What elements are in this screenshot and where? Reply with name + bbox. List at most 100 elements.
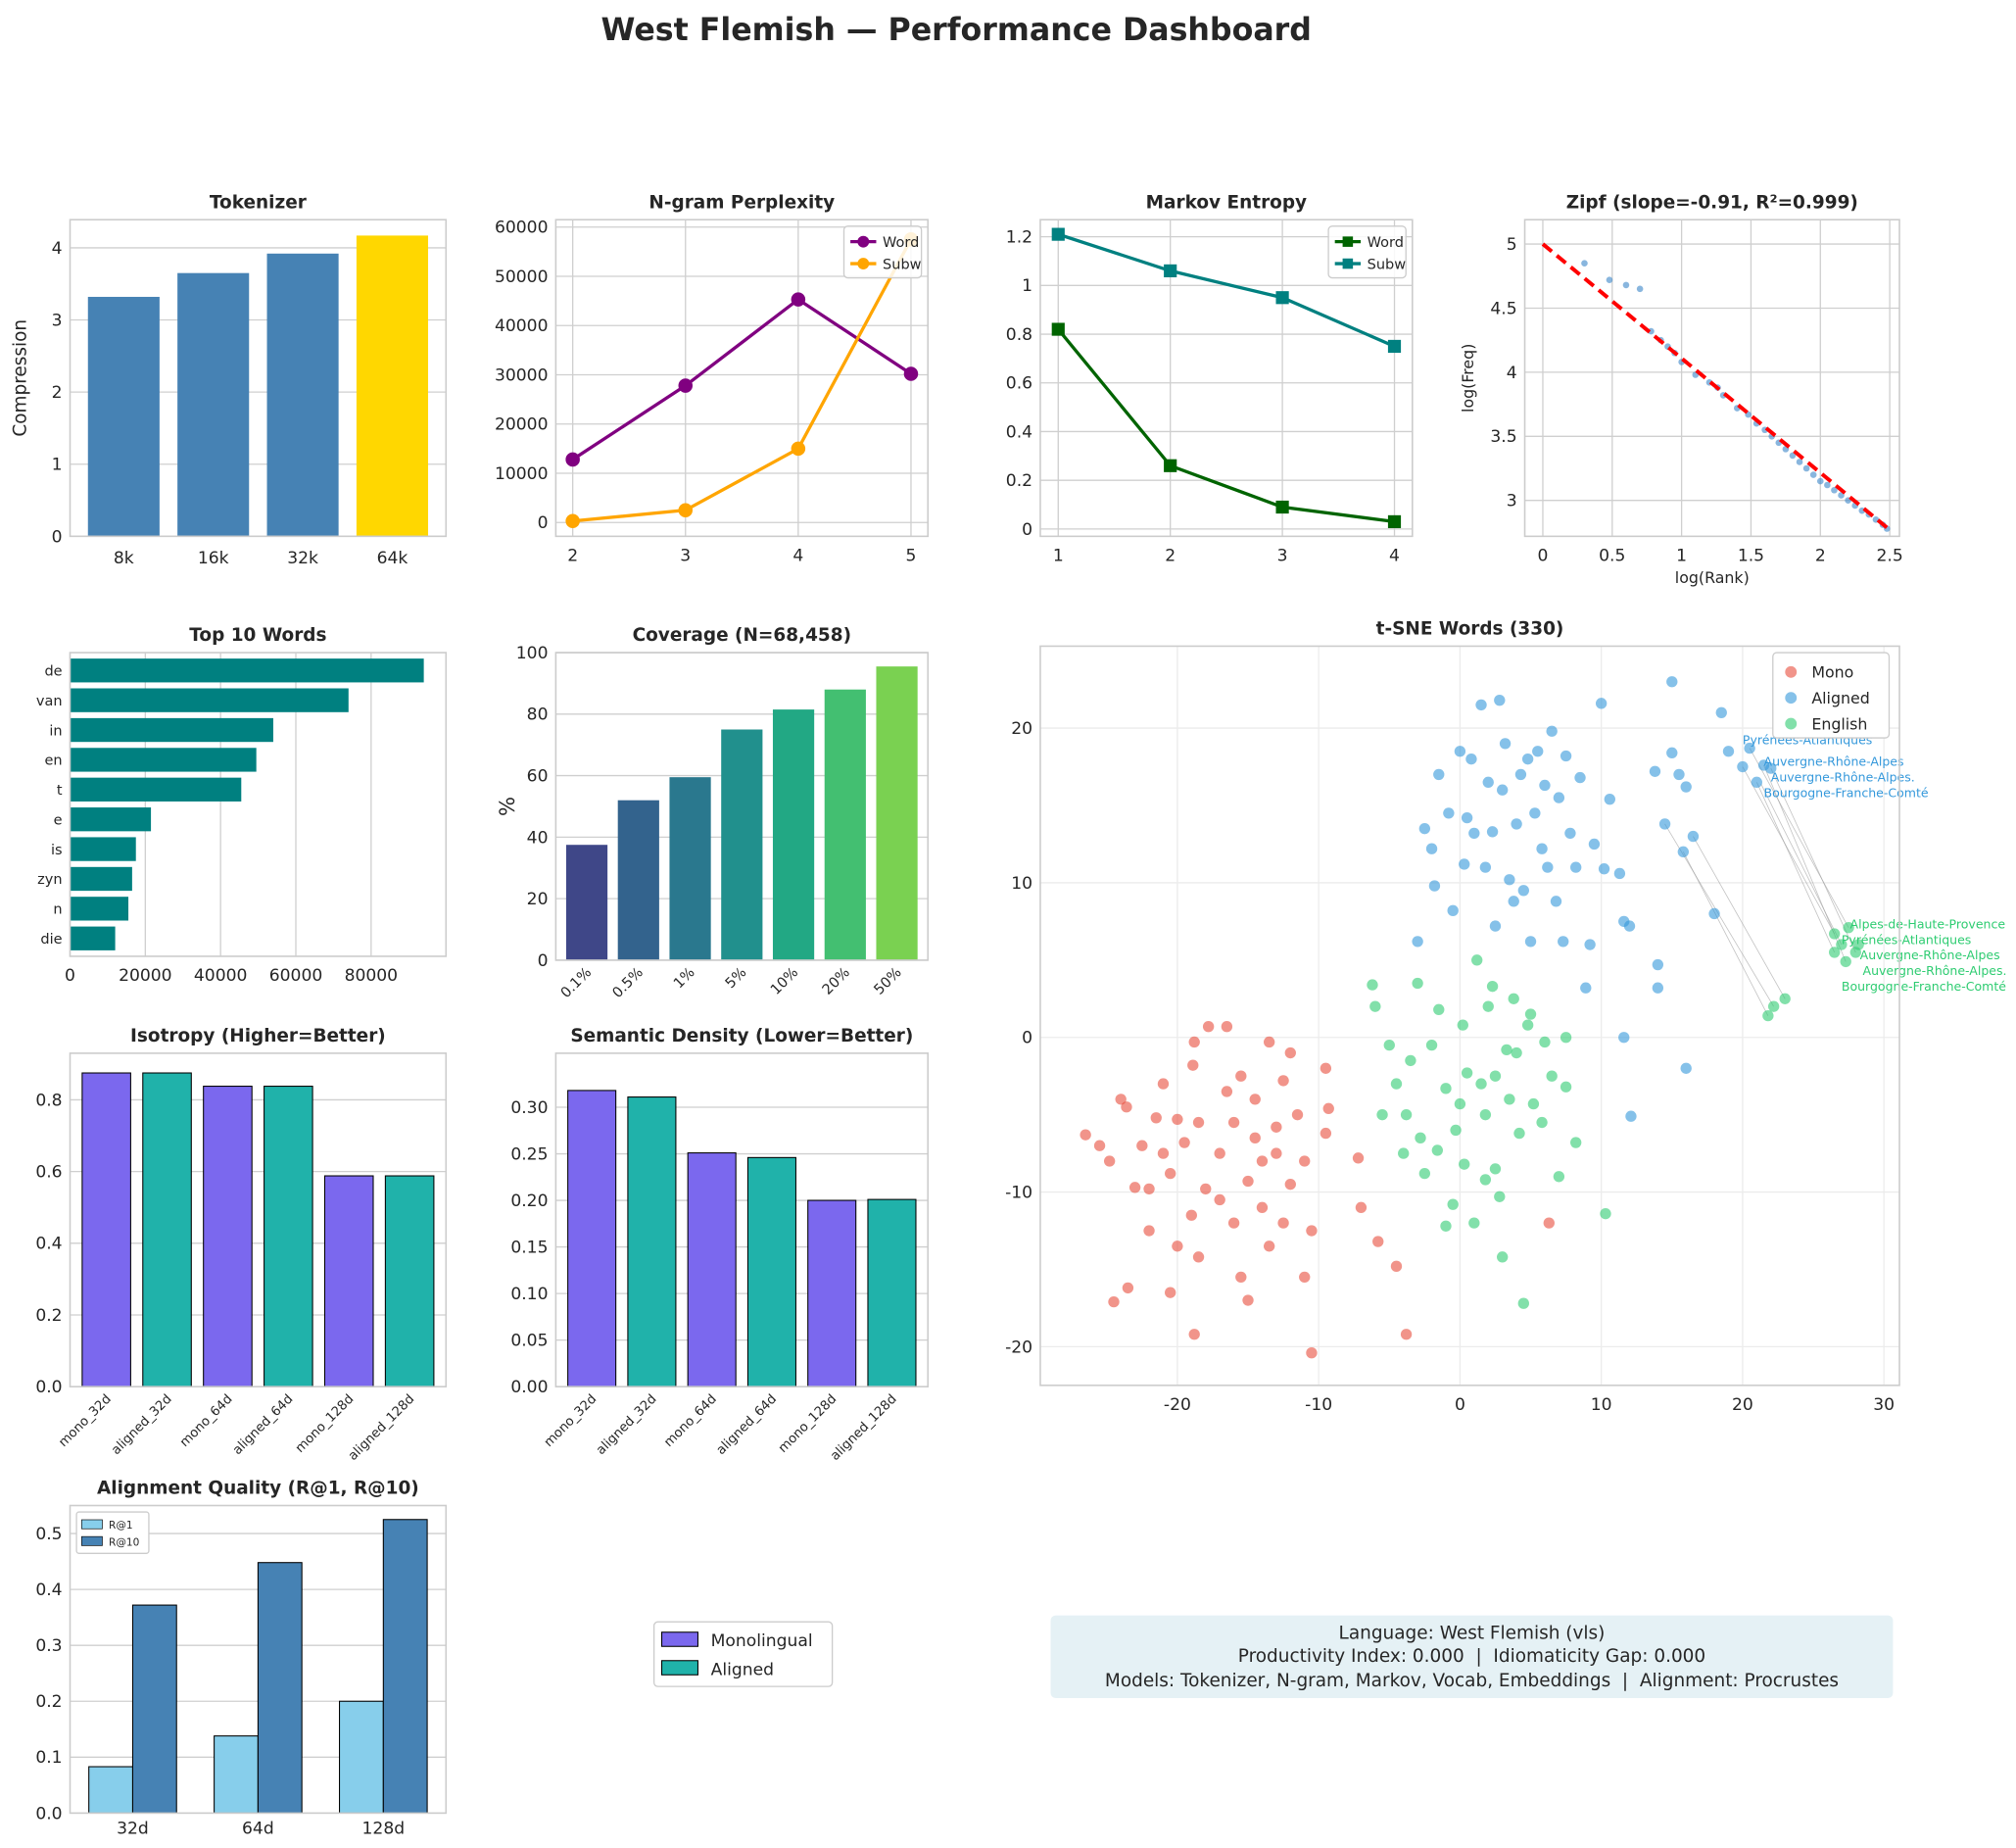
point-aligned [1433, 768, 1445, 781]
x-tick-label: 8k [114, 549, 134, 568]
point-english [1475, 1078, 1487, 1090]
x-tick-label: aligned_64d [714, 1392, 780, 1458]
data-point [1622, 281, 1630, 289]
point-english [1447, 1198, 1459, 1210]
point-english [1560, 1032, 1572, 1044]
y-tick-label: 0 [538, 951, 549, 971]
point-english [1486, 980, 1499, 993]
bar [70, 717, 273, 743]
point-mono [1122, 1282, 1134, 1294]
point-mono [1172, 1113, 1183, 1126]
y-tick-label: 0 [538, 513, 549, 533]
bar [627, 1096, 677, 1387]
data-point [1816, 477, 1824, 485]
point-aligned [1412, 936, 1423, 948]
y-tick-label: 10 [1011, 874, 1032, 894]
point-english [1459, 1158, 1470, 1170]
x-tick-label: 50% [872, 965, 905, 998]
point-aligned [1666, 747, 1678, 759]
data-point [678, 378, 694, 393]
bar-R@1 [214, 1735, 259, 1814]
point-english [1762, 1009, 1774, 1022]
point-mono [1352, 1152, 1365, 1164]
y-tick-label: n [53, 902, 62, 918]
data-point [565, 513, 580, 529]
point-mono [1172, 1240, 1183, 1252]
point-english [1501, 1044, 1512, 1056]
y-tick-label: 0 [1022, 1029, 1032, 1048]
point-aligned [1553, 792, 1565, 803]
bar [142, 1072, 192, 1387]
x-tick-label: 5 [906, 546, 917, 565]
point-label: Alpes-de-Haute-Provence [1850, 916, 2006, 931]
point-english [1383, 1039, 1395, 1051]
fit-line [1541, 242, 1892, 532]
point-english [1471, 954, 1483, 966]
point-aligned [1550, 896, 1562, 907]
y-tick-label: 30000 [495, 365, 548, 385]
bar [323, 1175, 374, 1387]
x-tick-label: mono_64d [661, 1392, 719, 1450]
point-english [1767, 1000, 1780, 1012]
point-english [1425, 1039, 1438, 1051]
point-mono [1150, 1112, 1162, 1124]
data-point [1581, 260, 1588, 267]
y-tick-label: 0.00 [510, 1378, 548, 1397]
legend-marker [1785, 665, 1798, 678]
x-axis-label: log(Rank) [1675, 568, 1750, 587]
legend-label: Word [1368, 235, 1404, 251]
point-aligned [1649, 765, 1661, 777]
x-tick-label: 1 [1676, 546, 1687, 565]
chart-title: Zipf (slope=-0.91, R²=0.999) [1566, 192, 1858, 213]
x-tick-label: 5% [723, 965, 750, 993]
y-tick-label: 0.8 [1006, 325, 1032, 345]
point-mono [1242, 1175, 1254, 1188]
x-tick-label: 40000 [194, 966, 247, 986]
point-mono [1188, 1036, 1200, 1048]
bar [721, 729, 763, 960]
series-line-subw [1057, 232, 1396, 348]
point-english [1369, 1000, 1381, 1012]
bar [867, 1198, 917, 1387]
y-tick-label: 20000 [495, 415, 548, 435]
y-tick-label: 0.10 [510, 1285, 548, 1304]
bar [70, 748, 257, 772]
bar-R@10 [131, 1604, 177, 1814]
data-point [565, 452, 580, 467]
bar [617, 800, 659, 960]
x-tick-label: mono_32d [56, 1392, 114, 1450]
bar [87, 296, 160, 537]
x-tick-label: 80000 [345, 966, 398, 986]
y-tick-label: 60000 [495, 219, 548, 238]
point-aligned [1666, 676, 1678, 688]
point-aligned [1454, 746, 1466, 757]
chart-iso: 0.0 0.2 0.4 0.6 0.8 Isotropy (Higher=Better) m… [35, 1026, 448, 1464]
bar-R@10 [382, 1519, 428, 1814]
legend-marker [1342, 236, 1354, 247]
point-aligned [1715, 706, 1727, 718]
point-mono [1157, 1078, 1170, 1090]
point-mono [1390, 1260, 1403, 1272]
plot-area [70, 1052, 447, 1387]
point-english [1376, 1108, 1388, 1121]
point-aligned [1499, 738, 1512, 750]
point-mono [1221, 1021, 1233, 1033]
point-mono [1103, 1155, 1116, 1167]
point-aligned [1494, 695, 1506, 706]
point-english [1852, 939, 1864, 950]
info-language: Language: West Flemish (vls) [1339, 1623, 1606, 1643]
point-aligned [1529, 807, 1541, 819]
y-tick-label: in [49, 723, 62, 739]
point-mono [1543, 1217, 1555, 1229]
y-tick-label: 3 [52, 311, 63, 330]
x-tick-label: aligned_32d [109, 1392, 174, 1458]
y-tick-label: 0.30 [510, 1098, 548, 1118]
point-aligned [1574, 771, 1586, 784]
point-mono [1165, 1167, 1176, 1180]
y-tick-label: 5 [1507, 235, 1517, 255]
point-aligned [1511, 818, 1522, 830]
data-point [791, 441, 806, 457]
point-aligned [1489, 920, 1502, 932]
point-label: Bourgogne-Franche-Comté [1764, 785, 1929, 800]
point-english [1494, 1191, 1506, 1202]
